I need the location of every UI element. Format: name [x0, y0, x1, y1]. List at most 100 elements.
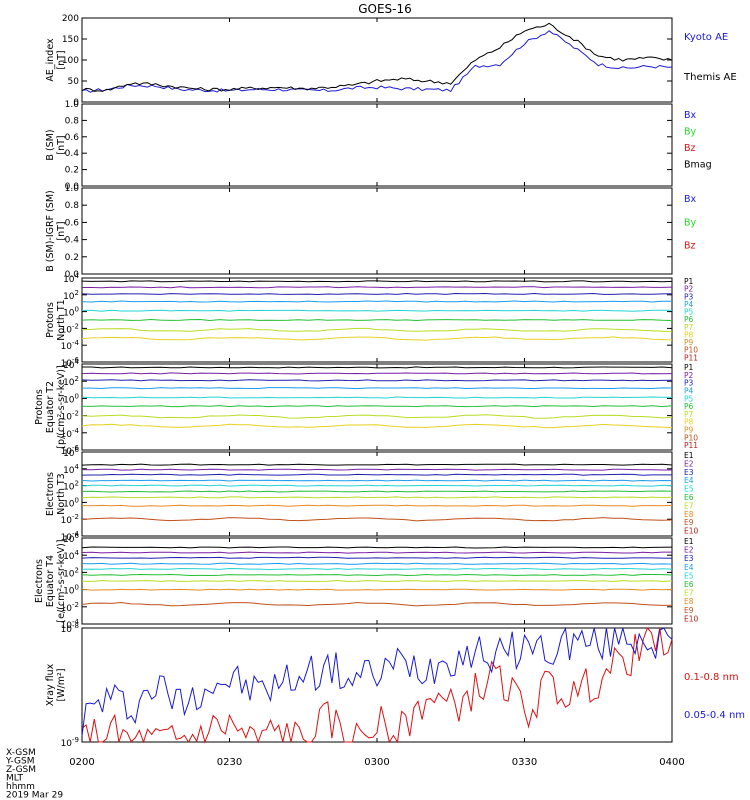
panel-2-legend-by: By [684, 127, 697, 138]
panel-6-group [81, 451, 673, 537]
panel-5-series-5 [81, 405, 673, 408]
panel-4-ytick-label-3: 10-2 [61, 322, 79, 335]
panel-7-legend-e3: E3 [684, 554, 694, 563]
panel-5-series-0 [82, 366, 673, 369]
panel-2-ytick-label-5: 1.0 [65, 100, 80, 110]
panel-6-legend-e1: E1 [684, 451, 694, 460]
panel-1-ytick-label-3: 150 [62, 35, 79, 45]
panel-4-ylabel-0: Protons [45, 302, 56, 338]
panel-6-legend-e8: E8 [684, 510, 694, 519]
panel-2-ytick-label-1: 0.2 [65, 166, 79, 176]
panel-7-legend-e1: E1 [684, 537, 694, 546]
panel-6-series-8 [81, 517, 673, 522]
panel-5-legend-p10: P10 [684, 433, 698, 442]
panel-8-ylabel-1: [W/m²] [56, 668, 67, 701]
panel-7-ylabel-1: Equator T4 [45, 555, 56, 607]
panel-5-series-6 [81, 414, 673, 419]
panel-6-series-4 [81, 484, 673, 487]
panel-5-ylabel-2: [p/(cm²-s-sr-keV)] [56, 365, 67, 448]
panel-4-legend-p8: P8 [684, 330, 694, 339]
panel-4-legend-p4: P4 [684, 300, 694, 309]
panel-8-legend-short: 0.05-0.4 nm [684, 710, 745, 721]
panel-5-legend-p5: P5 [684, 394, 694, 403]
panel-1-ylabel-0: AE_index [45, 38, 56, 82]
panel-6-series-1 [81, 468, 672, 471]
panel-7-legend-e8: E8 [684, 597, 694, 606]
panel-7-legend-e7: E7 [684, 589, 694, 598]
panel-7-ytick-label-2: 102 [63, 566, 79, 579]
panel-8-ytick-label-0: 10-8 [61, 622, 79, 635]
panel-2-ytick-label-3: 0.6 [65, 133, 80, 143]
panel-1-series-1 [81, 22, 673, 92]
panel-4-ytick-label-5: 10-6 [61, 356, 80, 369]
panel-6-series-2 [81, 473, 672, 476]
panel-7-series-2 [81, 556, 673, 559]
panel-1-ytick-label-0: 0 [73, 98, 79, 108]
panel-3-group [81, 187, 673, 275]
panel-7-ytick-label-3: 100 [63, 584, 79, 597]
panel-7-series-5 [81, 573, 673, 577]
panel-2-group [81, 103, 673, 187]
panel-4-series-4 [82, 309, 672, 312]
panel-5-ytick-label-4: 10-4 [61, 427, 80, 440]
panel-4-legend-p11: P11 [684, 353, 698, 362]
panel-5-series-4 [81, 396, 673, 399]
panel-6-ytick-label-2: 102 [63, 480, 79, 493]
panel-6-series-0 [81, 463, 673, 466]
panel-6-series-3 [81, 479, 673, 482]
time-tick-label-3: 0330 [512, 757, 537, 768]
footer-label-0: X-GSM [6, 748, 36, 758]
panel-8-series-0 [81, 627, 673, 744]
panel-7-ylabel-2: [e/(cm²-s-sr-keV)] [56, 539, 67, 622]
panel-5-ytick-label-0: 104 [63, 358, 79, 371]
panel-3-ytick-label-3: 0.6 [65, 218, 80, 228]
panel-6-legend-e9: E9 [684, 518, 694, 527]
panel-5-legend-p11: P11 [684, 441, 698, 450]
panel-6-legend-e3: E3 [684, 468, 694, 477]
panel-7-ylabel-0: Electrons [34, 559, 45, 603]
panel-6-legend-e4: E4 [684, 476, 694, 485]
panel-7-legend-e6: E6 [684, 580, 694, 589]
panel-2-ytick-label-0: 0.0 [65, 182, 80, 192]
panel-4-series-1 [82, 286, 673, 289]
footer-label-4: hhmm [6, 782, 35, 792]
panel-5-ylabel-0: Protons [34, 389, 45, 425]
panel-3-legend-bz: Bz [684, 241, 696, 252]
panel-3-ytick-label-5: 1.0 [65, 184, 80, 194]
panel-2-ytick-label-2: 0.4 [65, 149, 80, 159]
panel-7-series-7 [81, 588, 673, 591]
footer-label-1: Y-GSM [5, 757, 34, 767]
panel-1-ytick-label-2: 100 [62, 56, 79, 66]
panel-4-ytick-label-0: 104 [63, 272, 79, 285]
panel-6-ytick-label-0: 106 [63, 446, 79, 459]
panel-6-ylabel-0: Electrons [45, 472, 56, 516]
panel-5-legend-p9: P9 [684, 426, 694, 435]
panel-5-series-1 [81, 372, 673, 375]
panel-3-ytick-label-0: 0.0 [65, 270, 80, 280]
panel-5-ytick-label-2: 100 [63, 392, 79, 405]
panel-7-legend-e9: E9 [684, 606, 694, 615]
panel-3-frame [81, 187, 673, 275]
time-tick-label-0: 0200 [69, 757, 94, 768]
panel-8-series-1 [81, 626, 673, 737]
panel-8-group [81, 626, 673, 744]
panel-4-series-2 [81, 292, 673, 296]
panel-3-ytick-label-2: 0.4 [65, 236, 80, 246]
panel-5-ytick-label-1: 102 [63, 375, 79, 388]
panel-1-frame [81, 17, 673, 103]
panel-5-legend-p4: P4 [684, 386, 694, 395]
panel-5-legend-p2: P2 [684, 371, 694, 380]
panel-5-series-2 [81, 379, 673, 382]
panel-1-legend-kyoto: Kyoto AE [684, 32, 728, 43]
panel-5-series-7 [81, 423, 673, 429]
panel-5-legend-p3: P3 [684, 379, 694, 388]
panel-5-ytick-label-5: 10-6 [61, 444, 80, 457]
panel-4-legend-p5: P5 [684, 308, 694, 317]
panel-5-legend-p6: P6 [684, 402, 694, 411]
panel-4-ytick-label-4: 10-4 [61, 339, 80, 352]
panel-4-ytick-label-2: 100 [63, 306, 79, 319]
panel-3-ylabel-1: [nT] [56, 221, 67, 240]
panel-7-group [81, 537, 673, 625]
panel-6-legend-e6: E6 [684, 493, 694, 502]
panel-3-ylabel-0: B (SM)-IGRF (SM) [45, 190, 56, 272]
